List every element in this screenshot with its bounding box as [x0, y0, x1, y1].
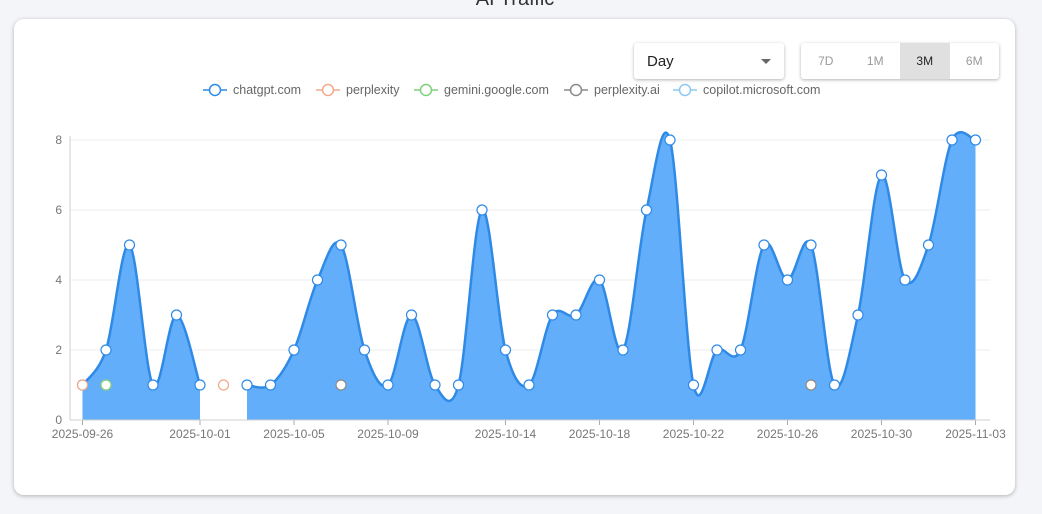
chatgpt-point — [781, 274, 794, 286]
chatgpt-point — [311, 274, 324, 286]
perplexity-ai-point — [805, 379, 817, 391]
range-button-3m[interactable]: 3M — [900, 43, 950, 79]
legend-label: perplexity — [346, 83, 400, 97]
chevron-down-icon — [761, 58, 771, 64]
legend-marker-0 — [208, 83, 222, 97]
legend-marker-1 — [321, 83, 335, 97]
chatgpt-point — [852, 309, 864, 321]
legend-label: gemini.google.com — [444, 83, 549, 97]
chatgpt-point — [170, 309, 183, 321]
chatgpt-point — [946, 134, 958, 146]
legend-label: copilot.microsoft.com — [703, 83, 820, 97]
chatgpt-point — [593, 274, 606, 286]
chatgpt-area-0 — [82, 244, 200, 420]
range-button-1m[interactable]: 1M — [866, 54, 884, 68]
legend-marker-3 — [569, 83, 583, 97]
x-tick-label: 2025-10-26 — [757, 427, 819, 441]
range-button-6m[interactable]: 6M — [965, 54, 983, 68]
period-select[interactable]: Day — [634, 43, 784, 79]
period-select-value: Day — [647, 52, 674, 70]
legend-label: perplexity.ai — [594, 83, 660, 97]
chatgpt-point — [734, 344, 747, 356]
x-tick-label: 2025-10-18 — [569, 427, 631, 441]
chatgpt-point — [640, 204, 653, 216]
chatgpt-point — [382, 379, 394, 391]
y-tick-label: 8 — [55, 133, 62, 147]
chatgpt-point — [687, 379, 700, 391]
chatgpt-point — [617, 344, 629, 356]
x-tick-label: 2025-10-05 — [263, 427, 325, 441]
chatgpt-point — [899, 274, 911, 286]
chatgpt-point — [452, 379, 465, 391]
chatgpt-point — [758, 239, 770, 251]
perplexity-ai-point — [335, 379, 347, 391]
chatgpt-point — [546, 309, 559, 321]
chatgpt-point — [358, 344, 371, 356]
x-tick-label: 2025-10-22 — [663, 427, 725, 441]
y-tick-label: 0 — [55, 413, 62, 427]
range-toggle-group: 7D 1M 3M 6M — [801, 43, 999, 79]
chatgpt-point — [194, 379, 206, 391]
page-title: AI Traffic — [0, 0, 1030, 11]
chatgpt-point — [476, 204, 488, 216]
chatgpt-point — [499, 344, 512, 356]
chatgpt-point — [875, 169, 888, 181]
legend-marker-4 — [678, 83, 692, 97]
perplexity-point — [76, 379, 89, 391]
chatgpt-point — [805, 239, 817, 251]
chatgpt-point — [264, 379, 277, 391]
chatgpt-point — [664, 134, 676, 146]
x-tick-label: 2025-10-09 — [357, 427, 419, 441]
chatgpt-point — [288, 344, 300, 356]
y-tick-label: 2 — [55, 343, 62, 357]
x-tick-label: 2025-09-26 — [52, 427, 114, 441]
chatgpt-point — [241, 379, 253, 391]
gemini-google-com-point — [100, 379, 112, 391]
chatgpt-point — [405, 309, 418, 321]
chatgpt-area-1 — [247, 132, 976, 420]
range-button-7d[interactable]: 7D — [818, 54, 834, 68]
y-tick-label: 6 — [55, 203, 62, 217]
chatgpt-point — [828, 379, 841, 391]
chatgpt-point — [523, 379, 535, 391]
chatgpt-point — [969, 134, 982, 146]
legend-marker-2 — [419, 83, 433, 97]
chatgpt-point — [147, 379, 159, 391]
perplexity-point — [217, 379, 230, 391]
chatgpt-point — [711, 344, 723, 356]
x-tick-label: 2025-10-01 — [169, 427, 231, 441]
y-tick-label: 4 — [55, 273, 62, 287]
chatgpt-point — [123, 239, 136, 251]
chatgpt-point — [570, 309, 582, 321]
chatgpt-point — [100, 344, 112, 356]
x-tick-label: 2025-10-30 — [851, 427, 913, 441]
chatgpt-point — [335, 239, 347, 251]
x-tick-label: 2025-11-03 — [945, 427, 1006, 441]
legend-label: chatgpt.com — [233, 83, 301, 97]
x-tick-label: 2025-10-14 — [475, 427, 537, 441]
chatgpt-point — [922, 239, 935, 251]
chatgpt-point — [429, 379, 441, 391]
